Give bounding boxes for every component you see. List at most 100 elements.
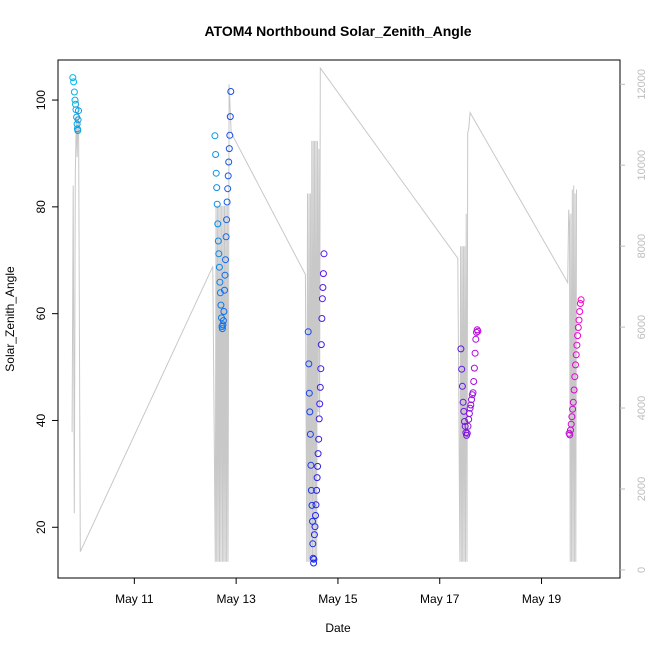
data-point (313, 486, 321, 494)
data-point (218, 325, 226, 333)
data-point (225, 145, 233, 153)
data-point (313, 474, 321, 482)
data-point (312, 501, 320, 509)
data-point (572, 351, 580, 359)
data-point (220, 308, 228, 315)
data-point (472, 335, 480, 343)
data-point (307, 461, 315, 469)
data-point (305, 389, 313, 397)
data-point (221, 286, 228, 294)
data-point (226, 131, 234, 139)
data-point (222, 233, 230, 241)
data-point (224, 172, 232, 180)
data-point (219, 321, 227, 329)
data-point (469, 389, 477, 397)
data-point (306, 430, 314, 438)
data-point (575, 316, 583, 324)
data-point (470, 364, 478, 372)
y2-tick-label: 2000 (636, 477, 648, 501)
data-point (316, 400, 324, 408)
y-tick-label: 40 (34, 413, 48, 427)
data-point (574, 324, 582, 331)
y-axis-label: Solar_Zenith_Angle (3, 266, 17, 372)
data-point (71, 96, 79, 104)
x-tick-label: May 19 (522, 592, 562, 606)
data-point (315, 435, 323, 443)
data-point (567, 420, 575, 428)
data-point (474, 327, 482, 335)
data-point (75, 107, 82, 115)
data-point (223, 198, 231, 206)
data-point (463, 429, 471, 437)
data-point (314, 462, 322, 470)
plot-frame (57, 59, 621, 579)
x-axis: May 11 May 13 May 15 May 17 May 19 (115, 578, 562, 606)
data-point (72, 100, 79, 108)
points-layer (69, 74, 585, 567)
data-point (309, 540, 317, 548)
data-point (576, 300, 584, 307)
data-point (226, 113, 234, 121)
data-point (569, 398, 577, 406)
data-point (464, 422, 472, 430)
data-point (215, 263, 223, 271)
data-point (74, 116, 82, 124)
data-point (465, 410, 473, 417)
data-point (307, 486, 315, 494)
data-point (217, 301, 225, 309)
data-point (320, 250, 328, 258)
data-point (223, 216, 231, 224)
data-point (458, 382, 466, 390)
data-point (309, 554, 317, 562)
data-point (70, 78, 78, 86)
y2-tick-label: 8000 (636, 234, 648, 258)
x-tick-label: May 13 (216, 592, 256, 606)
data-point (214, 237, 222, 245)
data-point (74, 127, 82, 134)
y-tick-label: 20 (34, 520, 48, 534)
data-point (308, 501, 316, 509)
data-point (310, 559, 318, 567)
data-point (221, 271, 229, 279)
data-point (227, 88, 235, 95)
data-point (319, 284, 327, 291)
y-tick-label: 80 (34, 200, 48, 214)
data-point (213, 200, 221, 208)
data-point (318, 295, 326, 303)
data-point (69, 74, 77, 82)
data-point (211, 132, 219, 140)
data-point (312, 512, 319, 519)
y-tick-label: 60 (34, 307, 48, 321)
data-point (467, 401, 475, 409)
data-point (571, 373, 579, 381)
data-point (457, 345, 465, 353)
data-point (70, 88, 78, 96)
data-point (461, 418, 468, 425)
data-point (577, 296, 585, 304)
data-point (458, 365, 466, 373)
data-point (568, 413, 576, 421)
data-point (576, 308, 584, 315)
y-tick-label: 100 (34, 90, 48, 110)
x-axis-label: Date (325, 621, 351, 635)
data-point (570, 386, 578, 394)
data-point (216, 278, 224, 286)
data-point (213, 184, 221, 192)
data-point (470, 378, 478, 385)
data-point (306, 408, 314, 416)
x-tick-label: May 11 (115, 592, 154, 606)
data-point (310, 531, 318, 539)
data-point (215, 250, 223, 258)
data-point (459, 398, 467, 406)
data-point (317, 365, 325, 373)
data-point (471, 349, 479, 357)
data-point (212, 169, 220, 177)
data-point (468, 396, 475, 404)
data-point (473, 328, 480, 336)
chart-title: ATOM4 Northbound Solar_Zenith_Angle (204, 23, 471, 39)
data-point (310, 555, 318, 563)
data-point (225, 158, 233, 166)
y2-tick-label: 6000 (636, 315, 648, 339)
